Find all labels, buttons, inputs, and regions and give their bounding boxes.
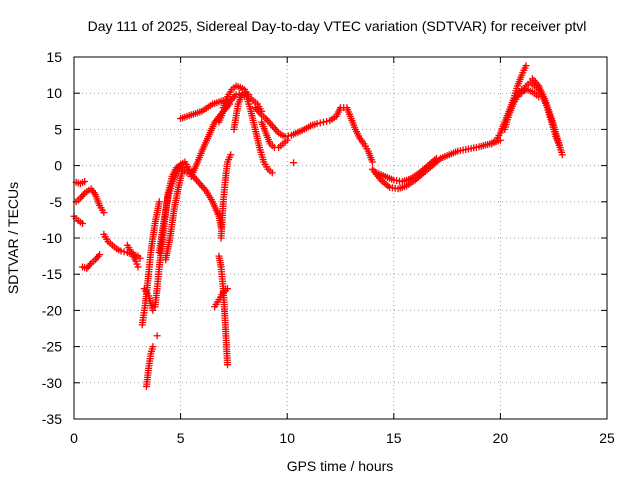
y-tick-label: -10 [42, 230, 62, 246]
data-point [136, 254, 144, 262]
y-axis-ticks: 15 10 5 0 -5 -10 -15 -20 -25 -30 -35 [42, 49, 607, 427]
series-arc23 [251, 104, 376, 166]
y-tick-label: 5 [54, 121, 62, 137]
data-point [535, 93, 543, 101]
data-point [268, 169, 276, 177]
data-point [284, 132, 292, 140]
series-arc31 [528, 75, 566, 159]
data-point [316, 119, 324, 127]
chart-title: Day 111 of 2025, Sidereal Day-to-day VTE… [88, 18, 587, 34]
series-arc27 [373, 154, 440, 186]
series-arc6 [123, 241, 142, 271]
series-arc2 [72, 178, 89, 188]
x-tick-label: 20 [493, 430, 509, 446]
data-point [232, 91, 240, 99]
x-axis-label: GPS time / hours [287, 458, 394, 474]
series-arc19 [217, 151, 235, 242]
data-point [153, 332, 161, 340]
data-point [149, 306, 157, 314]
data-point [149, 343, 157, 351]
data-point [96, 251, 104, 259]
y-tick-label: -15 [42, 266, 62, 282]
data-point [290, 159, 298, 167]
data-point [432, 154, 440, 162]
series-arc26 [368, 136, 504, 193]
data-point [323, 117, 331, 125]
data-series [70, 62, 566, 390]
series-arc24 [258, 118, 291, 151]
data-point [227, 151, 235, 159]
data-point [368, 158, 376, 166]
x-tick-label: 0 [70, 430, 78, 446]
series-arc12 [155, 158, 193, 256]
series-arc1 [70, 212, 87, 228]
series-arc18 [215, 252, 232, 369]
data-point [522, 62, 530, 70]
x-tick-label: 15 [386, 430, 402, 446]
series-arc9 [142, 343, 157, 390]
y-tick-label: -30 [42, 375, 62, 391]
data-point [100, 209, 108, 217]
data-point [558, 151, 566, 159]
series-arc28 [488, 62, 530, 148]
series-arc8 [140, 285, 157, 314]
data-point [283, 136, 291, 144]
series-arc10 [153, 332, 161, 340]
x-tick-label: 10 [279, 430, 295, 446]
y-tick-label: -25 [42, 339, 62, 355]
x-axis-ticks: 0 5 10 15 20 25 [70, 57, 615, 446]
y-tick-label: 10 [46, 85, 62, 101]
series-arc32 [509, 86, 543, 104]
series-arc7 [138, 198, 163, 329]
y-axis-label: SDTVAR / TECUs [5, 182, 21, 294]
data-point [117, 247, 125, 255]
data-point [120, 248, 128, 256]
plot-frame [73, 56, 608, 420]
y-tick-label: 0 [54, 158, 62, 174]
data-point [155, 198, 163, 206]
data-point [81, 178, 89, 186]
data-point [79, 220, 87, 228]
y-tick-label: 15 [46, 49, 62, 65]
series-arc4 [79, 251, 104, 272]
data-point [313, 120, 321, 128]
y-tick-label: -35 [42, 411, 62, 427]
y-tick-label: -5 [50, 194, 63, 210]
x-tick-label: 25 [599, 430, 615, 446]
series-arc13 [162, 165, 191, 264]
series-arc15 [177, 96, 227, 123]
data-point [224, 361, 232, 369]
data-point [134, 263, 142, 271]
series-arc25 [290, 159, 298, 167]
series-arc22 [230, 89, 276, 177]
series-arc3 [72, 185, 108, 217]
y-tick-label: -20 [42, 302, 62, 318]
x-tick-label: 5 [177, 430, 185, 446]
data-point [319, 118, 327, 126]
series-arc14 [183, 165, 225, 231]
